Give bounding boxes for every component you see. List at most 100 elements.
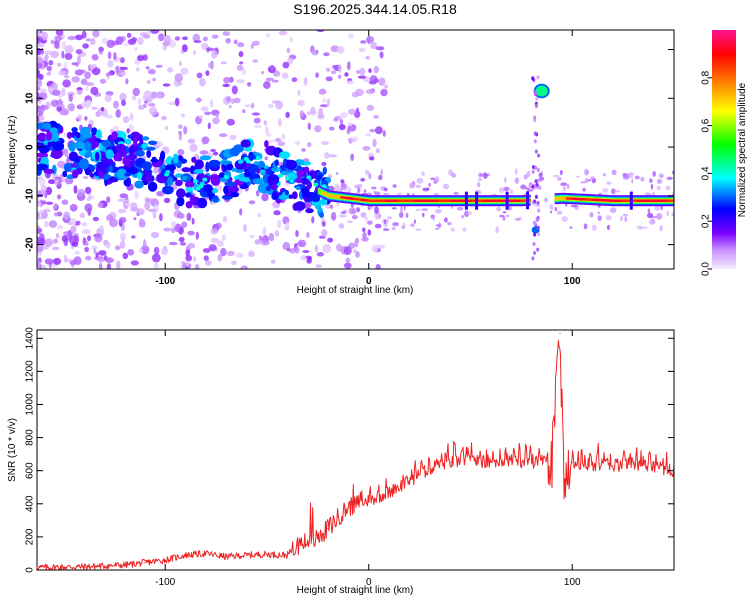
spectrogram-cell bbox=[668, 199, 671, 202]
spectrogram-cell bbox=[47, 141, 53, 147]
spectrogram-cell bbox=[405, 212, 409, 219]
spectrogram-cell bbox=[326, 98, 331, 107]
spectrogram-cell bbox=[599, 199, 602, 202]
spectrogram-cell bbox=[631, 199, 634, 202]
snr-x-tick-label: -100 bbox=[155, 577, 175, 588]
spectrogram-cell bbox=[104, 94, 112, 103]
spectrogram-cell bbox=[352, 197, 355, 200]
spectrogram-cell bbox=[570, 204, 578, 208]
spectrogram-cell bbox=[670, 199, 673, 202]
colorbar-ticks: 0.0 0.2 0.4 0.6 0.8 bbox=[701, 70, 712, 276]
spectrogram-cell bbox=[243, 224, 247, 232]
spectrogram-cell bbox=[367, 36, 371, 45]
snr-frame bbox=[36, 329, 675, 571]
spectrogram-cell bbox=[142, 54, 148, 61]
spectrogram-cell bbox=[43, 168, 55, 174]
spectrogram-cell bbox=[346, 127, 351, 135]
spectrogram-cell bbox=[101, 139, 111, 148]
spectrogram-cell bbox=[85, 38, 91, 42]
spectrogram-cell bbox=[105, 214, 114, 222]
spectrogram-cell bbox=[92, 216, 100, 222]
spectrogram-cell bbox=[642, 226, 648, 229]
spectrogram-cell bbox=[371, 244, 379, 253]
spectrogram-cell bbox=[447, 222, 452, 226]
spectrogram-cell bbox=[46, 72, 52, 76]
spectrogram-cell bbox=[223, 175, 229, 179]
spectrogram-cell bbox=[415, 208, 421, 212]
spectrogram-cell bbox=[327, 193, 330, 198]
spectrogram-cell bbox=[340, 184, 346, 190]
spectrogram-cell bbox=[231, 260, 237, 266]
spectrogram-cell bbox=[645, 199, 648, 202]
spectrogram-cell bbox=[534, 104, 538, 108]
spectrogram-cell bbox=[296, 169, 304, 178]
snr-y-tick-label: 1400 bbox=[25, 327, 36, 350]
snr-x-tick-label: 0 bbox=[366, 577, 372, 588]
spectrogram-cell bbox=[665, 185, 671, 191]
spectrogram-cell bbox=[338, 64, 342, 73]
spectrogram-cell bbox=[37, 30, 41, 37]
spectrogram-cell bbox=[38, 177, 46, 187]
spectrogram-cell bbox=[151, 253, 161, 263]
spectrogram-cell bbox=[39, 88, 47, 94]
snr-point bbox=[469, 460, 472, 462]
spectrogram-cell bbox=[274, 159, 279, 167]
spectrogram-cell bbox=[554, 196, 557, 201]
spectrogram-cell bbox=[435, 224, 442, 227]
spectrogram-cell bbox=[285, 159, 298, 170]
spectrogram-cell bbox=[62, 40, 67, 50]
spectrogram-cell bbox=[265, 33, 271, 38]
spectrogram-cell bbox=[254, 239, 262, 245]
colorbar-label: Normalized spectral amplitude bbox=[737, 82, 748, 217]
spectrogram-cell bbox=[264, 126, 269, 135]
spectrogram-cell bbox=[421, 199, 424, 202]
snr-point bbox=[225, 556, 227, 558]
spectrogram-cell bbox=[245, 159, 251, 164]
spectrogram-cell bbox=[255, 156, 261, 161]
spectrogram-cell bbox=[338, 214, 347, 218]
spectrogram-cell bbox=[48, 179, 56, 185]
snr-x-label: Height of straight line (km) bbox=[297, 585, 414, 596]
spectrogram-cell bbox=[48, 60, 54, 66]
spectrogram-cell bbox=[358, 198, 361, 201]
spectrogram-cell bbox=[245, 155, 258, 160]
spectrogram-cell bbox=[321, 221, 326, 227]
spectrogram-cell bbox=[44, 238, 54, 247]
spectrogram-cell bbox=[193, 40, 202, 44]
spectrogram-cell bbox=[484, 199, 487, 202]
spectrogram-x-label: Height of straight line (km) bbox=[297, 285, 414, 296]
spectrogram-cell bbox=[450, 199, 453, 202]
spectrogram-cell bbox=[421, 171, 425, 176]
snr-y-tick-label: 0 bbox=[25, 567, 36, 573]
spectrogram-cell bbox=[56, 160, 66, 168]
spectrogram-cell bbox=[589, 212, 594, 218]
spectrogram-cell bbox=[243, 147, 253, 152]
spectrogram-cell bbox=[189, 194, 195, 203]
spectrogram-cell bbox=[375, 264, 381, 269]
spectrogram-cell bbox=[149, 106, 158, 116]
spectrogram-cell bbox=[189, 165, 195, 175]
spectrogram-cell bbox=[64, 52, 73, 61]
spectrogram-cell bbox=[533, 251, 537, 255]
spectrogram-cell bbox=[106, 196, 111, 203]
spectrogram-cell bbox=[263, 120, 267, 126]
spectrogram-cell bbox=[383, 199, 386, 202]
spectrogram-cell bbox=[236, 79, 245, 84]
spectrogram-cell bbox=[666, 176, 673, 180]
spectrogram-cell bbox=[86, 197, 91, 202]
spectrogram-x-tick-label: -100 bbox=[155, 276, 175, 287]
spectrogram-cell bbox=[115, 36, 124, 45]
spectrogram-cell bbox=[605, 199, 608, 202]
spectrogram-cell bbox=[167, 176, 174, 187]
spectrogram-cell bbox=[239, 61, 244, 65]
spectrogram-cell bbox=[304, 197, 313, 203]
spectrogram-cell bbox=[435, 227, 440, 230]
spectrogram-cell bbox=[428, 199, 431, 202]
spectrogram-cell bbox=[265, 77, 274, 82]
spectrogram-cell bbox=[201, 136, 210, 145]
spectrogram-cell bbox=[251, 112, 261, 116]
spectrogram-cell bbox=[458, 199, 461, 202]
spectrogram-cell bbox=[367, 199, 370, 202]
spectrogram-cell bbox=[600, 199, 603, 202]
spectrogram-cell bbox=[373, 114, 380, 119]
